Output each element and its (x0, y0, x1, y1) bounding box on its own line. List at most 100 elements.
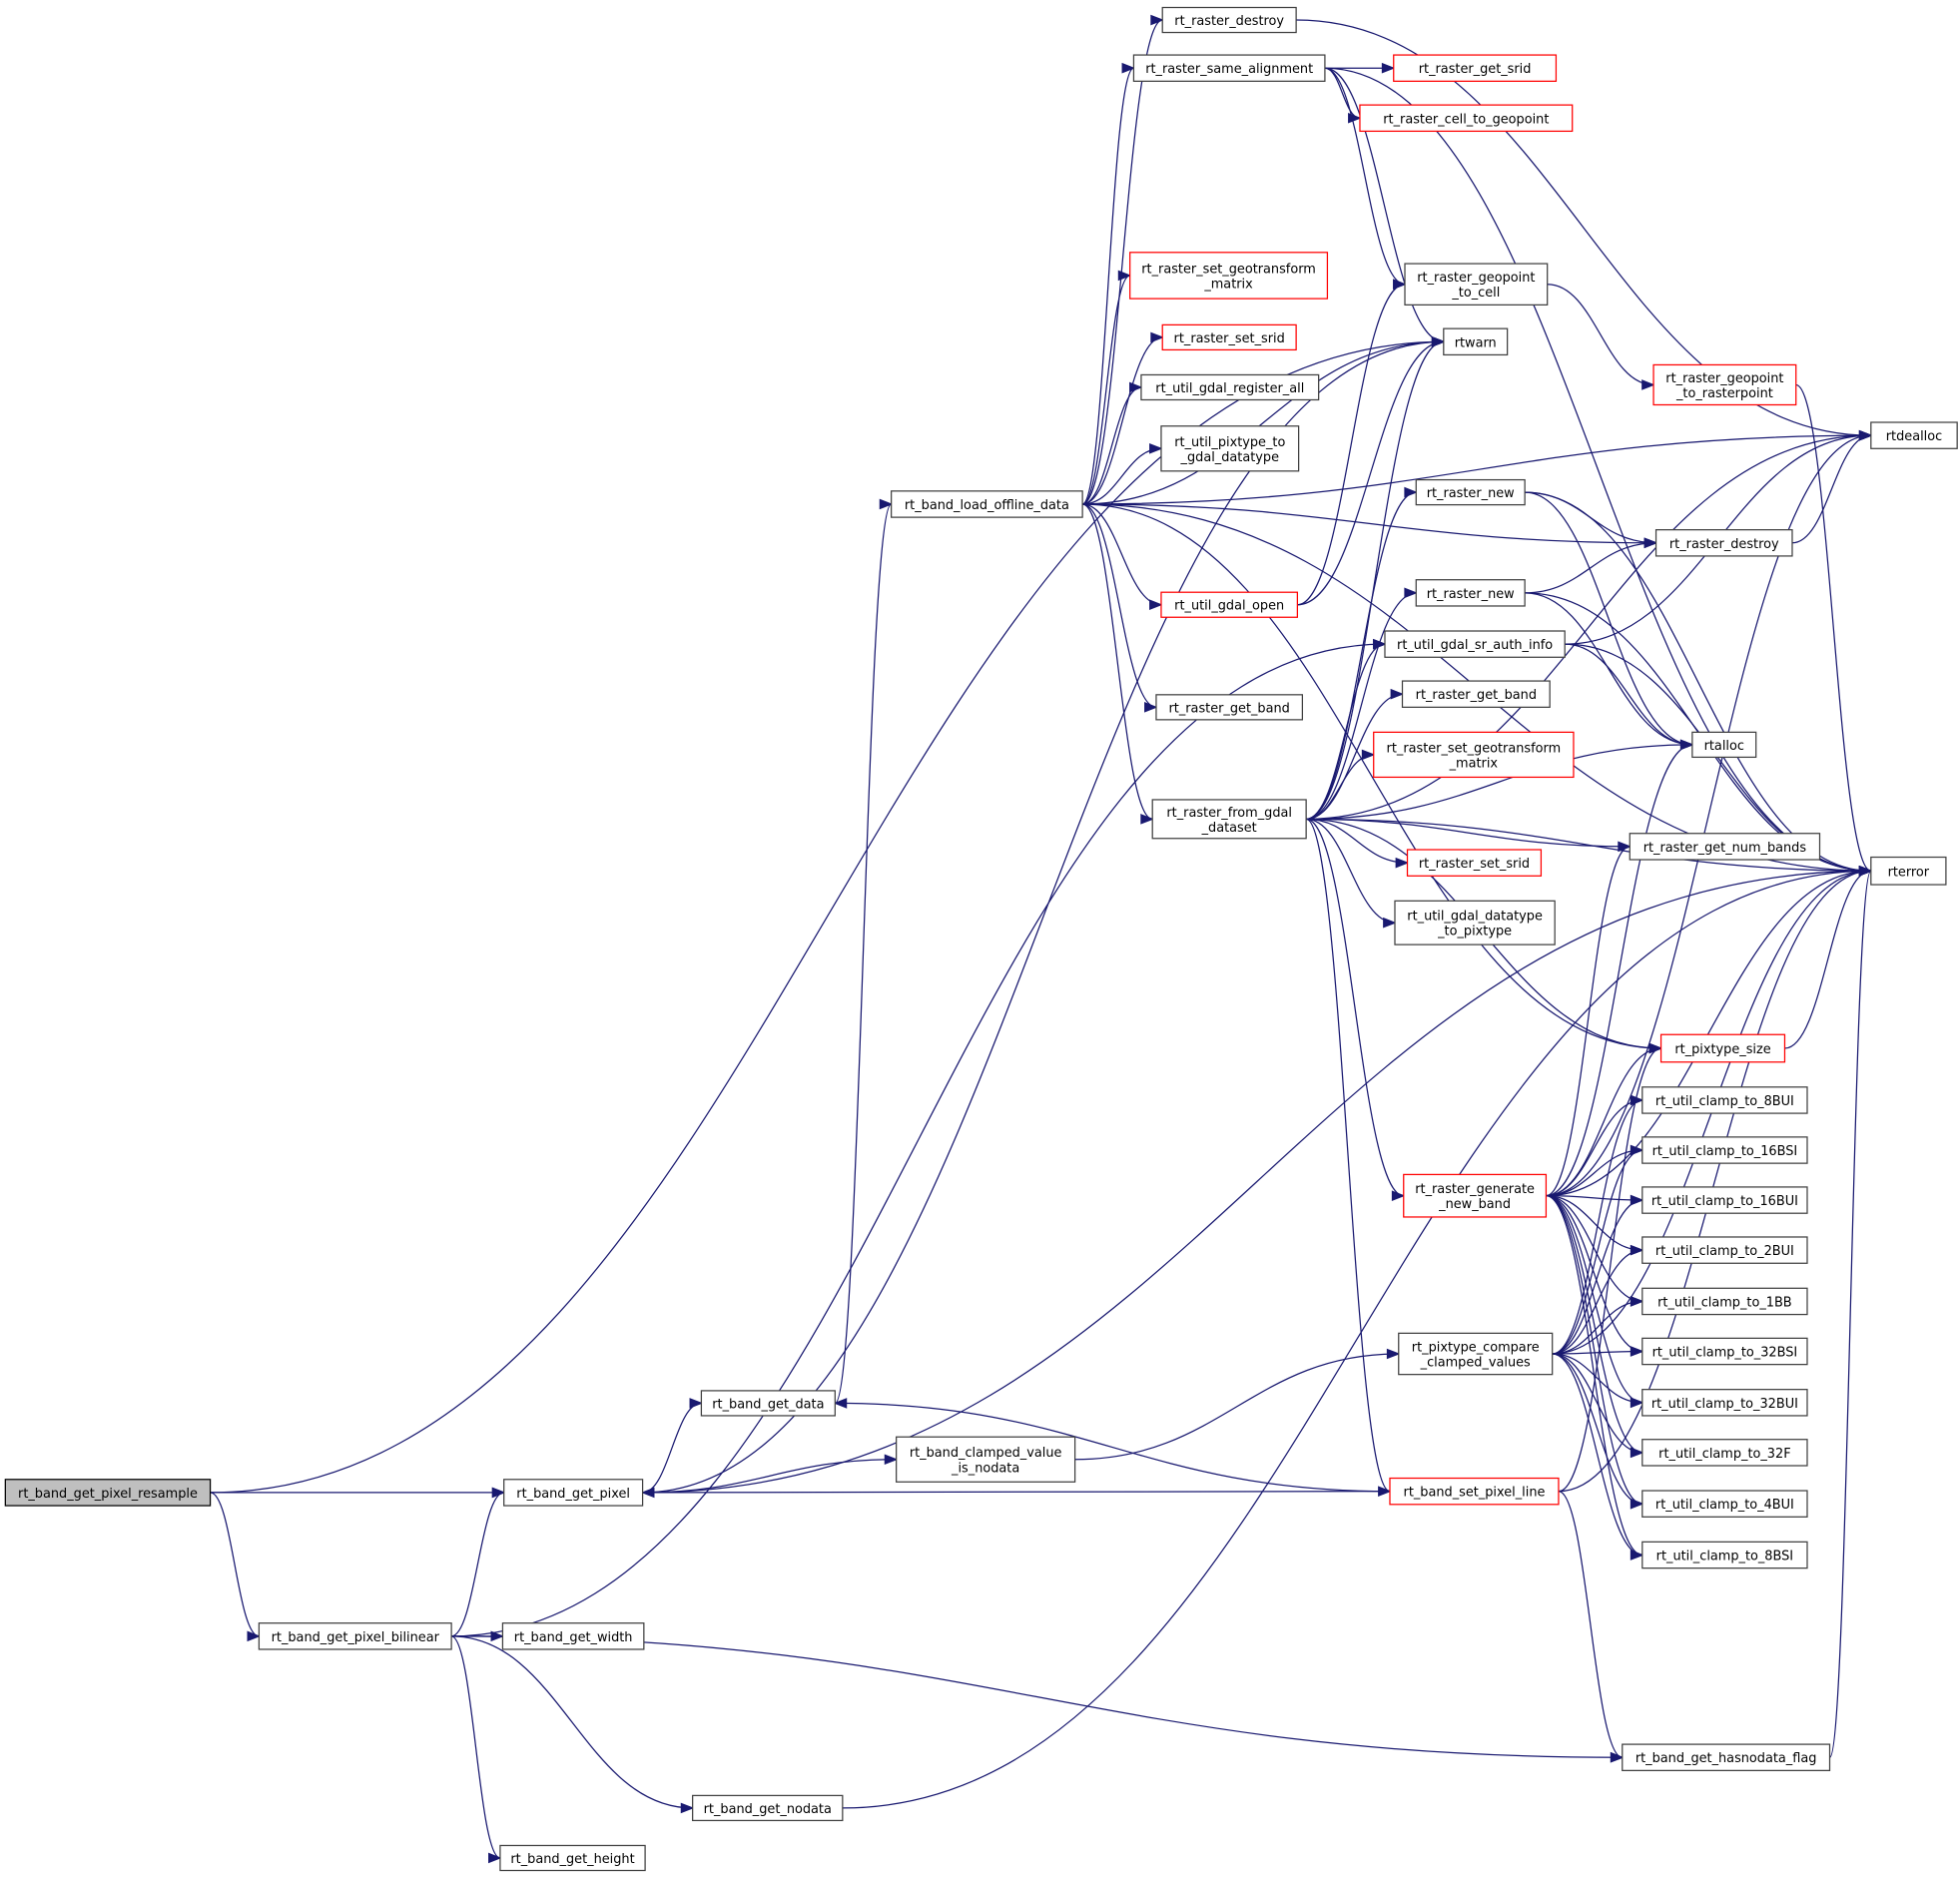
edge-line (451, 1635, 693, 1809)
node-get-nodata[interactable]: rt_band_get_nodata (692, 1794, 844, 1822)
node-c2BUI[interactable]: rt_util_clamp_to_2BUI (1641, 1236, 1808, 1264)
edge-line (1795, 383, 1872, 872)
edge-compare_clamped-to-c32BUI (1552, 1353, 1644, 1409)
node-c1BB[interactable]: rt_util_clamp_to_1BB (1641, 1287, 1808, 1316)
node-label: rt_util_pixtype_to _gdal_datatype (1174, 435, 1285, 465)
node-geopoint-to-rasterpoint[interactable]: rt_raster_geopoint _to_rasterpoint (1652, 363, 1797, 406)
node-label: rt_util_clamp_to_8BUI (1655, 1094, 1794, 1109)
node-raster-destroy-a[interactable]: rt_raster_destroy (1161, 6, 1297, 34)
edge-line (1081, 19, 1163, 505)
node-label: rt_util_gdal_datatype _to_pixtype (1407, 910, 1543, 939)
node-label: rt_band_get_hasnodata_flag (1635, 1751, 1817, 1766)
node-c4BUI[interactable]: rt_util_clamp_to_4BUI (1641, 1490, 1808, 1518)
node-sr-auth-info[interactable]: rt_util_gdal_sr_auth_info (1384, 630, 1566, 658)
node-raster-new-b[interactable]: rt_raster_new (1415, 579, 1526, 607)
node-raster-new-a[interactable]: rt_raster_new (1415, 478, 1526, 506)
edge-set_pixel_line-to-get_data (833, 1398, 1390, 1493)
node-label: rt_raster_set_geotransform _matrix (1387, 741, 1562, 771)
node-compare-clamped[interactable]: rt_pixtype_compare _clamped_values (1398, 1332, 1554, 1376)
edge-line (1552, 1353, 1642, 1505)
node-label: rterror (1888, 865, 1930, 880)
node-set-srid-b[interactable]: rt_raster_set_srid (1406, 849, 1543, 877)
node-resample[interactable]: rt_band_get_pixel_resample (4, 1479, 212, 1507)
edge-load_offline-to-gdal_open (1082, 503, 1163, 611)
arrowhead-icon (1150, 331, 1164, 343)
node-geopoint-to-cell[interactable]: rt_raster_geopoint _to_cell (1404, 263, 1549, 306)
edge-line (1546, 1195, 1642, 1201)
node-datatype-to-pixtype[interactable]: rt_util_gdal_datatype _to_pixtype (1394, 900, 1556, 945)
edge-line (1552, 1353, 1642, 1454)
node-from-gdal[interactable]: rt_raster_from_gdal _dataset (1151, 799, 1307, 840)
edge-line (1297, 340, 1444, 606)
node-c16BSI[interactable]: rt_util_clamp_to_16BSI (1641, 1136, 1808, 1164)
edge-load_offline-to-set_geotransform_a (1081, 270, 1132, 505)
node-set-geotransform-b[interactable]: rt_raster_set_geotransform _matrix (1373, 731, 1575, 779)
node-same-alignment[interactable]: rt_raster_same_alignment (1132, 54, 1326, 82)
edge-set_pixel_line-to-hasnodata (1558, 1491, 1625, 1763)
edge-line (642, 1491, 1390, 1494)
node-register-all[interactable]: rt_util_gdal_register_all (1140, 373, 1320, 401)
node-c8BSI[interactable]: rt_util_clamp_to_8BSI (1641, 1541, 1808, 1569)
node-load-offline[interactable]: rt_band_load_offline_data (891, 490, 1083, 518)
node-hasnodata[interactable]: rt_band_get_hasnodata_flag (1622, 1743, 1831, 1771)
node-pixtype-size[interactable]: rt_pixtype_size (1659, 1033, 1786, 1063)
node-label: rtwarn (1455, 335, 1497, 350)
node-get-height[interactable]: rt_band_get_height (499, 1844, 646, 1872)
node-bilinear[interactable]: rt_band_get_pixel_bilinear (258, 1622, 452, 1650)
node-label: rt_util_clamp_to_4BUI (1655, 1498, 1794, 1513)
node-c16BUI[interactable]: rt_util_clamp_to_16BUI (1641, 1186, 1808, 1214)
node-get-width[interactable]: rt_band_get_width (501, 1622, 645, 1650)
node-get-band-b[interactable]: rt_raster_get_band (1401, 680, 1551, 708)
node-num-bands[interactable]: rt_raster_get_num_bands (1629, 833, 1821, 861)
node-box (1629, 833, 1821, 861)
edge-generate_new_band-to-pixtype_size (1546, 1042, 1663, 1197)
node-clamped-nodata[interactable]: rt_band_clamped_value _is_nodata (896, 1436, 1076, 1483)
arrowhead-icon (1648, 1042, 1663, 1054)
node-set-geotransform-a[interactable]: rt_raster_set_geotransform _matrix (1129, 252, 1329, 300)
node-box (1132, 54, 1326, 82)
node-label: rt_util_gdal_sr_auth_info (1397, 638, 1553, 653)
node-set-srid-a[interactable]: rt_raster_set_srid (1161, 323, 1297, 351)
arrowhead-icon (1149, 599, 1163, 611)
node-cell-to-geopoint[interactable]: rt_raster_cell_to_geopoint (1359, 104, 1574, 133)
node-label: rt_band_set_pixel_line (1404, 1486, 1546, 1501)
node-get-pixel[interactable]: rt_band_get_pixel (503, 1479, 644, 1507)
node-c32BUI[interactable]: rt_util_clamp_to_32BUI (1641, 1389, 1808, 1417)
node-rtalloc[interactable]: rtalloc (1691, 731, 1757, 759)
arrowhead-icon (1630, 1550, 1644, 1561)
node-box (1160, 591, 1299, 618)
node-box (1129, 252, 1329, 300)
edge-line (1082, 503, 1157, 708)
arrowhead-icon (247, 1630, 262, 1642)
node-rterror[interactable]: rterror (1870, 856, 1947, 886)
node-get-srid[interactable]: rt_raster_get_srid (1393, 54, 1558, 82)
node-set-pixel-line[interactable]: rt_band_set_pixel_line (1389, 1477, 1560, 1506)
edge-clamped_nodata-to-compare_clamped (1074, 1348, 1401, 1461)
arrowhead-icon (1404, 587, 1418, 599)
node-c32BSI[interactable]: rt_util_clamp_to_32BSI (1641, 1337, 1808, 1366)
edge-line (1296, 19, 1871, 436)
node-box (1654, 529, 1793, 557)
node-c8BUI[interactable]: rt_util_clamp_to_8BUI (1641, 1086, 1808, 1114)
arrowhead-icon (1404, 486, 1418, 498)
edge-compare_clamped-to-c16BUI (1552, 1194, 1644, 1355)
node-label: rt_raster_same_alignment (1145, 62, 1313, 77)
node-box (1155, 694, 1304, 721)
node-rtwarn[interactable]: rtwarn (1443, 327, 1509, 356)
edge-generate_new_band-to-rtdealloc (1546, 429, 1873, 1197)
edge-line (1546, 1195, 1642, 1303)
node-rtdealloc[interactable]: rtdealloc (1870, 421, 1958, 449)
node-generate-new-band[interactable]: rt_raster_generate _new_band (1403, 1173, 1548, 1218)
node-pixtype-to-gdal[interactable]: rt_util_pixtype_to _gdal_datatype (1160, 425, 1300, 472)
edge-line (1306, 744, 1692, 820)
node-raster-destroy-b[interactable]: rt_raster_destroy (1654, 529, 1793, 557)
node-c32F[interactable]: rt_util_clamp_to_32F (1641, 1439, 1808, 1467)
node-get-data[interactable]: rt_band_get_data (700, 1390, 836, 1417)
edge-raster_new_b-to-rtalloc (1525, 592, 1694, 751)
node-box (1691, 731, 1757, 759)
node-get-band-a[interactable]: rt_raster_get_band (1155, 694, 1304, 721)
node-box (1659, 1033, 1786, 1063)
node-box (1415, 579, 1526, 607)
edge-from_gdal-to-generate_new_band (1306, 818, 1406, 1201)
node-gdal-open[interactable]: rt_util_gdal_open (1160, 591, 1299, 618)
